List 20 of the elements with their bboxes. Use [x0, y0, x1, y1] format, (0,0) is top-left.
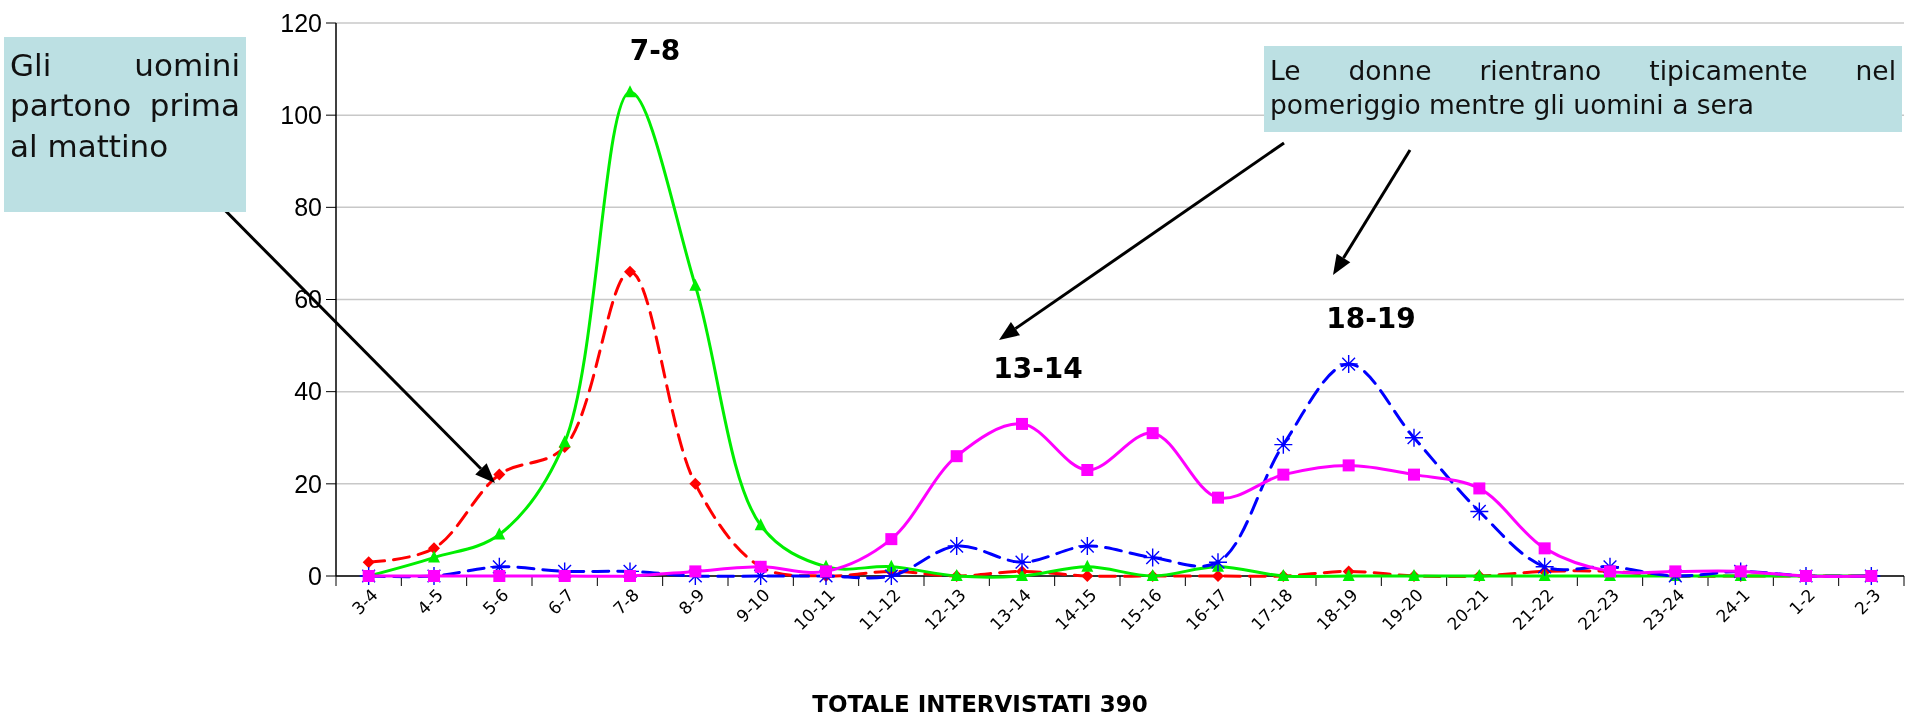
y-tick-label: 0: [308, 561, 322, 590]
x-tick-label: 7-8: [609, 584, 644, 619]
annotation: 7-8: [629, 33, 681, 67]
annotation: 18-19: [1326, 301, 1416, 335]
x-tick-label: 4-5: [413, 584, 448, 619]
x-tick-label: 6-7: [543, 584, 578, 619]
y-tick-label: 20: [294, 469, 322, 498]
y-tick-label: 40: [294, 377, 322, 406]
text: Gli uomini partono prima al mattino: [4, 37, 246, 212]
annotation: 13-14: [993, 351, 1083, 385]
annotation: Le donne rientrano tipicamente nel pomeriggio mentre gli uomini a sera: [1264, 46, 1902, 132]
x-tick-label: 1-2: [1785, 584, 1820, 619]
x-tick-label: 8-9: [674, 584, 709, 619]
y-tick-label: 100: [280, 100, 322, 129]
x-tick-label: 3-4: [347, 584, 382, 619]
x-axis-title: TOTALE INTERVISTATI 390: [812, 691, 1148, 717]
y-tick-label: 120: [280, 8, 322, 37]
x-tick-label: 5-6: [478, 584, 513, 619]
x-tick-label: 2-3: [1850, 584, 1885, 619]
y-tick-label: 80: [294, 193, 322, 222]
